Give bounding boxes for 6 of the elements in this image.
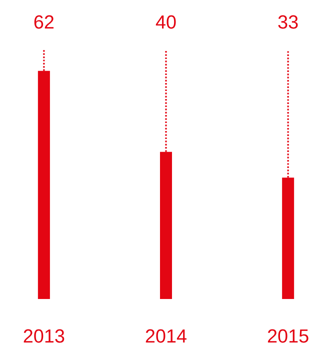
x-tick-label: 2015 <box>268 329 308 343</box>
data-label: 33 <box>278 15 298 29</box>
data-label: 40 <box>156 15 176 29</box>
x-tick-label: 2014 <box>146 329 186 343</box>
data-label: 62 <box>34 15 54 29</box>
x-tick-label: 2013 <box>24 329 64 343</box>
